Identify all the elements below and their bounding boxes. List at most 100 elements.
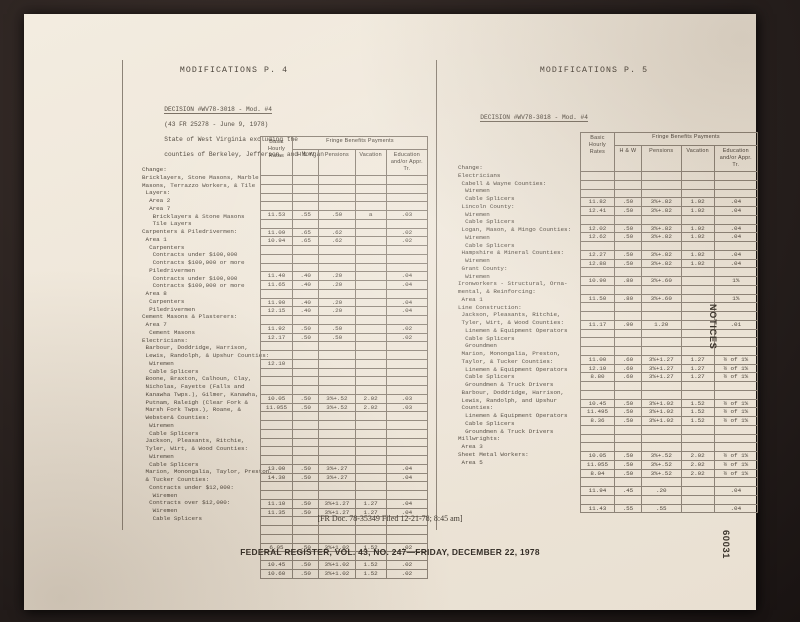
cell-basic	[260, 367, 293, 378]
cell-vacation	[354, 245, 387, 255]
cell-hw: .45	[613, 486, 642, 496]
table-row	[580, 179, 759, 190]
cell-hw	[613, 477, 642, 487]
cell-vacation	[354, 385, 387, 395]
cell-hw	[613, 433, 642, 444]
cell-vacation	[354, 376, 387, 386]
classification-label: Cable Splicers	[458, 218, 515, 226]
table-row	[580, 346, 759, 356]
cell-basic	[580, 424, 615, 435]
cell-basic: 11.055	[580, 459, 615, 470]
cell-vacation	[354, 463, 387, 474]
cell-basic	[580, 381, 615, 391]
cell-basic: 12.41	[580, 206, 615, 216]
cell-pensions	[318, 533, 356, 544]
table-row: 10.05.50 3%+.52 2.02 ½ of 1%	[580, 451, 759, 461]
cell-hw: .65	[291, 227, 320, 238]
cell-education	[385, 262, 429, 273]
cell-basic	[260, 376, 293, 386]
classification-label: Marsh Fork Twps.), Roane, &	[142, 406, 241, 414]
classification-label: Cable Splicers	[142, 514, 203, 522]
right-header-row-1: Basic Hourly Rates Fringe Benefits Payme…	[580, 132, 759, 172]
cell-pensions: .50	[318, 210, 356, 220]
cell-pensions: 3%+1.02	[318, 560, 356, 570]
cell-basic	[580, 477, 615, 487]
cell-hw	[291, 376, 320, 386]
table-row: 11.10.50 3%+1.27 1.27.04	[260, 498, 429, 509]
right-col-education: Education and/or Appr. Tr.	[713, 145, 759, 172]
cell-basic: 11.90	[260, 297, 293, 308]
cell-education	[713, 442, 759, 452]
classification-label: Area 2	[142, 197, 171, 204]
cell-vacation	[354, 306, 387, 316]
cell-education: .04	[713, 223, 759, 234]
cell-education	[385, 490, 429, 500]
cell-hw	[613, 389, 642, 400]
cell-hw	[291, 385, 320, 395]
cell-education	[385, 201, 429, 211]
cell-basic	[580, 171, 615, 181]
cell-hw: .40	[291, 297, 320, 308]
classification-label: Change:	[142, 166, 167, 173]
section-label-notices: NOTICES	[708, 304, 718, 350]
cell-vacation: 1.27	[354, 498, 387, 509]
cell-pensions	[640, 346, 682, 356]
classification-label: Wiremen	[142, 452, 174, 460]
table-row	[260, 192, 429, 203]
cell-pensions	[318, 341, 356, 351]
cell-basic: 11.53	[260, 210, 293, 220]
cell-basic	[580, 267, 615, 277]
table-row: 14.30.50 3%+.27 .04	[260, 472, 429, 483]
classification-label: Wiremen	[142, 359, 174, 367]
table-row	[260, 446, 429, 456]
cell-vacation	[354, 253, 387, 264]
cell-pensions: 3%+.52	[318, 393, 356, 404]
cell-hw	[291, 288, 320, 299]
page-folio-number: 60031	[720, 530, 731, 559]
table-row: 12.27.50 3%+.82 1.02.04	[580, 249, 759, 260]
cell-hw	[291, 428, 320, 439]
cell-pensions: 3%+.82	[640, 223, 682, 234]
cell-pensions: .20	[318, 280, 356, 290]
cell-vacation: 1.27	[680, 372, 715, 382]
left-page-heading: MODIFICATIONS P. 4	[179, 66, 289, 75]
cell-education: .02	[385, 568, 429, 579]
table-row: 10.60.50 3%+1.02 1.52.02	[260, 568, 429, 579]
classification-label: Tyler, Wirt, & Wood Counties:	[142, 445, 249, 452]
cell-basic: 11.94	[580, 486, 615, 496]
cell-hw	[613, 424, 642, 435]
cell-education	[713, 241, 759, 251]
cell-pensions	[318, 358, 356, 369]
classification-label: Contracts under $100,000	[142, 274, 238, 282]
cell-hw: .55	[291, 210, 320, 220]
cell-basic	[260, 201, 293, 211]
cell-vacation	[354, 297, 387, 308]
classification-label: Groundmen	[458, 342, 497, 350]
cell-vacation	[680, 477, 715, 487]
right-classification-labels: Change: Electricians Cabell & Wayne Count…	[458, 164, 580, 466]
cell-hw: .40	[291, 306, 320, 316]
cell-vacation	[680, 424, 715, 435]
left-header-row-2: H & W Pensions Vacation Education and/or…	[261, 149, 429, 176]
cell-basic	[260, 481, 293, 491]
cell-pensions	[640, 337, 682, 347]
cell-education	[385, 288, 429, 299]
cell-education	[713, 477, 759, 487]
cell-basic: 10.05	[580, 451, 615, 461]
cell-vacation	[354, 490, 387, 500]
cell-education: .04	[713, 503, 759, 514]
cell-education	[713, 424, 759, 435]
cell-hw	[291, 201, 320, 211]
cell-vacation: 1.52	[354, 560, 387, 570]
cell-hw: .50	[291, 323, 320, 334]
classification-label: Barbour, Doddridge, Harrison,	[458, 388, 565, 396]
cell-vacation	[680, 442, 715, 452]
cell-basic: 8.80	[580, 372, 615, 382]
classification-label: Tyler, Wirt, & Wood Counties:	[458, 319, 565, 326]
cell-basic: 11.92	[260, 323, 293, 334]
cell-hw: .50	[291, 472, 320, 483]
cell-vacation: 1.02	[680, 258, 715, 269]
cell-education: 1%	[713, 276, 759, 286]
table-row: 11.055.50 3%+.52 2.02.03	[260, 402, 429, 413]
cell-vacation	[680, 188, 715, 199]
